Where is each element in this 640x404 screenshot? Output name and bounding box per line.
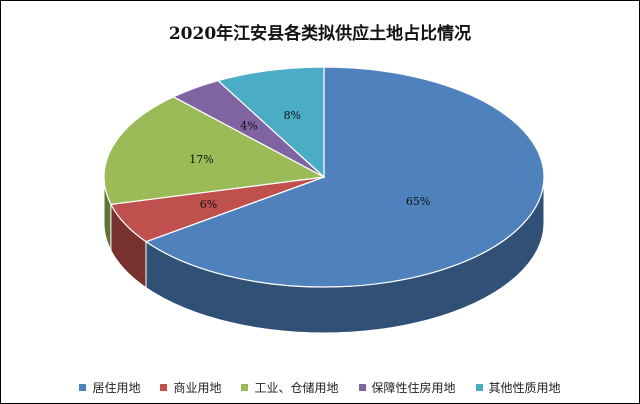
data-label-2: 17% (189, 153, 213, 166)
legend-label: 保障性住房用地 (371, 381, 456, 395)
chart-legend: 居住用地 商业用地 工业、仓储用地 保障性住房用地 其他性质用地 (1, 379, 639, 396)
legend-label: 工业、仓储用地 (254, 381, 339, 395)
legend-swatch (358, 384, 366, 391)
legend-swatch (79, 384, 87, 391)
legend-item-other: 其他性质用地 (475, 379, 561, 396)
chart-title: 2020年江安县各类拟供应土地占比情况 (168, 24, 472, 44)
data-label-0: 65% (406, 195, 430, 208)
legend-label: 其他性质用地 (488, 381, 561, 395)
data-label-4: 8% (284, 109, 301, 122)
legend-swatch (475, 384, 483, 391)
legend-swatch (241, 384, 249, 391)
legend-item-commercial: 商业用地 (160, 379, 221, 396)
legend-item-residential: 居住用地 (79, 379, 140, 396)
pie-slice-2 (103, 96, 326, 206)
data-label-1: 6% (200, 198, 217, 211)
legend-item-industrial: 工业、仓储用地 (241, 379, 339, 396)
legend-label: 居住用地 (92, 381, 141, 395)
data-label-3: 4% (240, 119, 257, 132)
legend-swatch (160, 384, 168, 391)
pie-slice-0 (144, 66, 545, 288)
pie-slice-4 (216, 66, 325, 179)
legend-item-affordable-housing: 保障性住房用地 (358, 379, 456, 396)
legend-label: 商业用地 (173, 381, 222, 395)
